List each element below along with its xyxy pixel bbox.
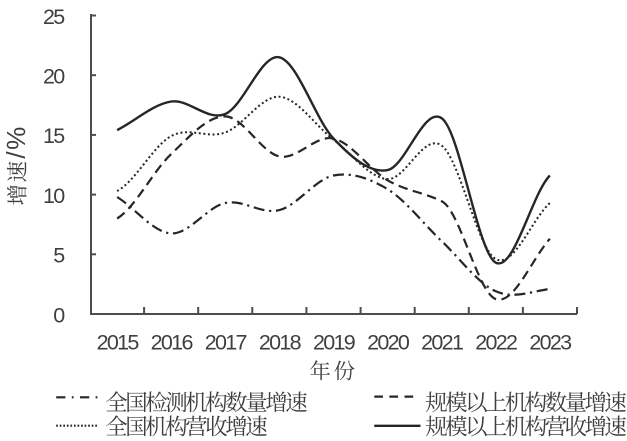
svg-text:5: 5	[53, 244, 65, 268]
svg-text:2016: 2016	[151, 330, 194, 354]
svg-text:25: 25	[43, 5, 65, 29]
svg-text:10: 10	[43, 184, 65, 208]
svg-text:2023: 2023	[529, 330, 572, 354]
svg-text:2021: 2021	[421, 330, 463, 354]
svg-text:15: 15	[43, 124, 65, 148]
svg-text:2015: 2015	[97, 330, 140, 354]
svg-text:20: 20	[43, 65, 65, 89]
svg-text:0: 0	[53, 303, 65, 327]
svg-text:2022: 2022	[475, 330, 517, 354]
svg-text:/%: /%	[1, 125, 31, 158]
svg-text:2017: 2017	[205, 330, 247, 354]
svg-text:2020: 2020	[367, 330, 410, 354]
svg-text:2018: 2018	[259, 330, 302, 354]
svg-text:2019: 2019	[313, 330, 355, 354]
